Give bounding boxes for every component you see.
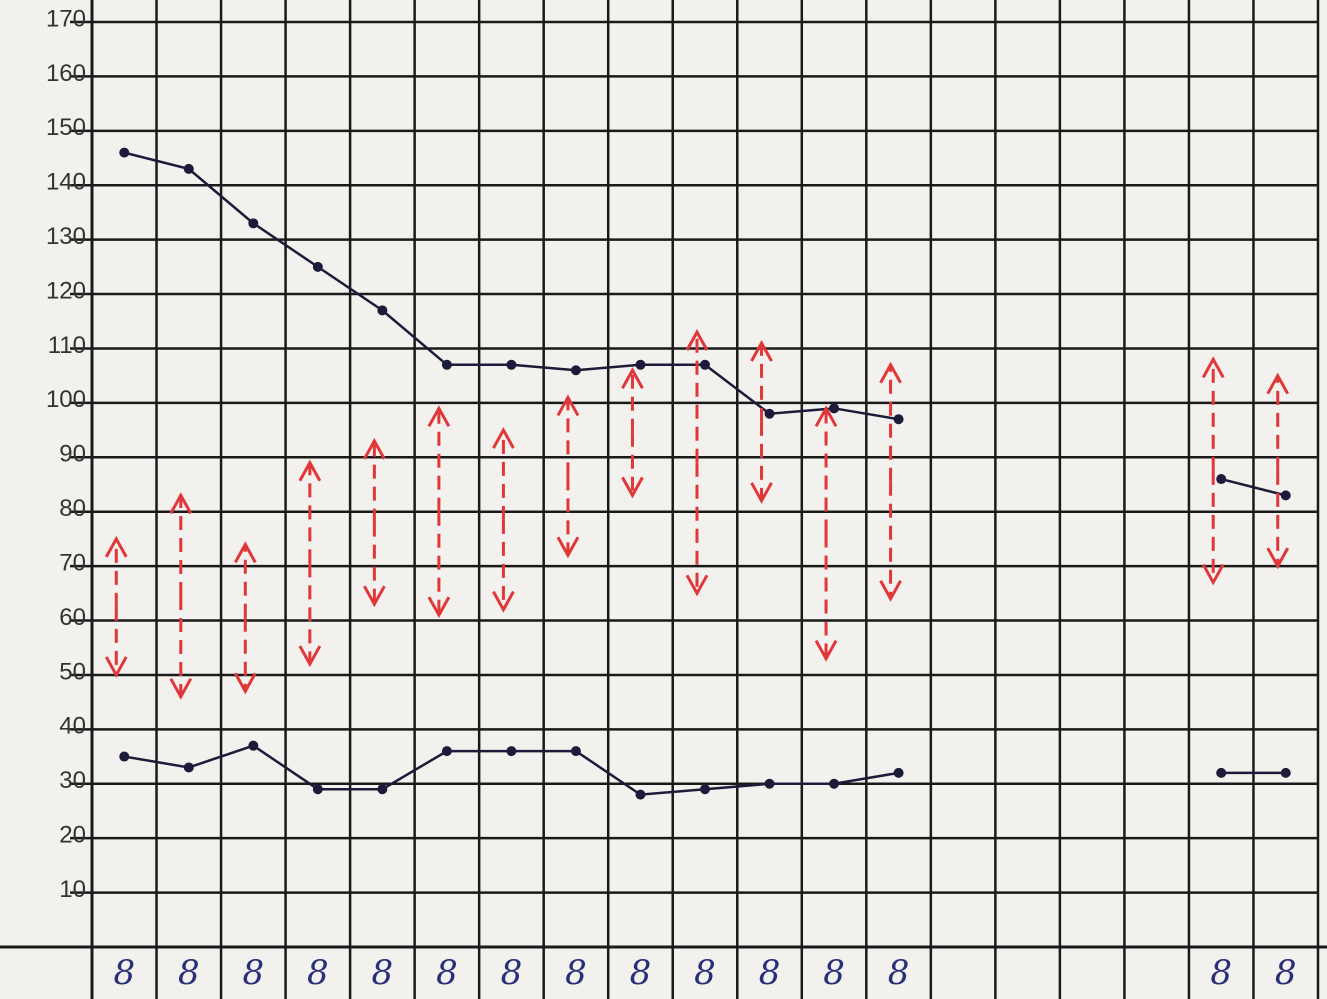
y-tick-label: 20 [59,822,86,849]
point [765,409,775,419]
x-tick-label: 8 [630,953,652,993]
point [1216,768,1226,778]
y-tick-label: 40 [59,713,86,740]
x-tick-label: 8 [178,953,200,993]
point [442,746,452,756]
point [119,148,129,158]
y-tick-label: 130 [46,223,86,250]
x-tick-label: 8 [242,953,264,993]
point [506,746,516,756]
point [571,746,581,756]
point [765,779,775,789]
point [184,762,194,772]
x-tick-label: 8 [113,953,135,993]
point [894,414,904,424]
point [184,164,194,174]
y-tick-label: 60 [59,604,86,631]
page: 10 20 30 40 50 60 70 80 90 100 110 120 130 140 150 160 1… [0,0,1327,999]
x-tick-label: 8 [436,953,458,993]
x-tick-label: 8 [565,953,587,993]
point [1281,768,1291,778]
x-tick-label: 8 [888,953,910,993]
point [119,752,129,762]
x-tick-label: 8 [501,953,523,993]
point [248,741,258,751]
x-tick-label: 8 [307,953,329,993]
point [635,790,645,800]
y-tick-label: 170 [46,5,86,32]
y-tick-label: 90 [59,441,86,468]
y-tick-label: 150 [46,114,86,141]
y-tick-label: 80 [59,495,86,522]
y-tick-label: 120 [46,277,86,304]
y-tick-label: 110 [48,332,86,359]
x-tick-label: 8 [694,953,716,993]
y-tick-label: 140 [46,169,86,196]
x-tick-label: 8 [372,953,394,993]
point [442,360,452,370]
point [571,365,581,375]
y-tick-label: 70 [59,549,86,576]
point [506,360,516,370]
y-tick-label: 30 [59,767,86,794]
paper [0,0,1327,999]
point [700,360,710,370]
y-tick-label: 100 [46,386,86,413]
y-tick-label: 160 [46,60,86,87]
x-tick-label: 8 [823,953,845,993]
point [635,360,645,370]
point [700,784,710,794]
point [248,218,258,228]
y-tick-label: 50 [59,658,86,685]
x-tick-label: 8 [1275,953,1297,993]
point [829,779,839,789]
point [313,784,323,794]
point [377,784,387,794]
point [1216,474,1226,484]
point [829,403,839,413]
chart: 10 20 30 40 50 60 70 80 90 100 110 120 130 140 150 160 1… [0,0,1327,999]
point [313,262,323,272]
point [1281,490,1291,500]
x-tick-label: 8 [1210,953,1232,993]
y-tick-label: 10 [59,876,86,903]
point [377,305,387,315]
x-tick-label: 8 [759,953,781,993]
point [894,768,904,778]
